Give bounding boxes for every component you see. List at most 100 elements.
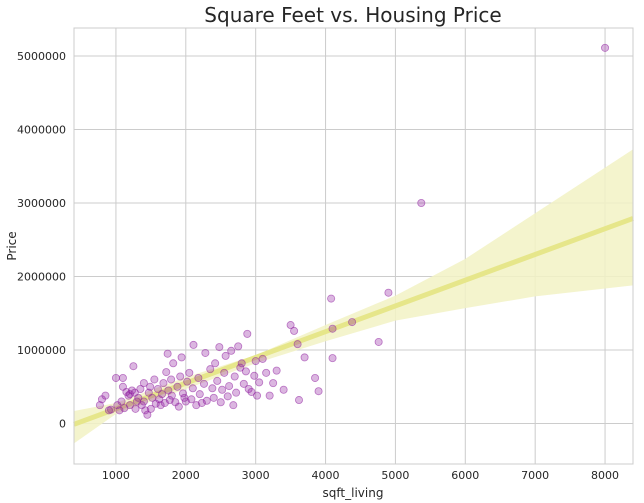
data-point [348, 318, 357, 327]
regression-line-layer [73, 216, 634, 427]
data-point [265, 391, 274, 400]
data-point [101, 391, 110, 400]
data-point [234, 342, 243, 351]
x-tick-label: 7000 [521, 469, 549, 482]
data-point [247, 387, 256, 396]
x-axis-ticks: 1000 2000 3000 4000 5000 6000 7000 8000 [102, 469, 619, 482]
data-point [209, 393, 218, 402]
data-point [146, 382, 155, 391]
y-tick-label: 0 [59, 418, 66, 431]
x-tick-label: 5000 [381, 469, 409, 482]
data-point [195, 390, 204, 399]
data-point [272, 366, 281, 375]
data-point [185, 368, 194, 377]
y-tick-label: 5000000 [17, 50, 66, 63]
data-point [225, 382, 234, 391]
y-tick-label: 1000000 [17, 344, 66, 357]
data-point [250, 371, 259, 380]
data-point [262, 368, 271, 377]
data-point [374, 337, 383, 346]
data-point [115, 406, 124, 415]
data-point [129, 362, 138, 371]
y-axis-label: Price [5, 231, 19, 260]
data-point [230, 372, 239, 381]
data-point [173, 382, 182, 391]
regression-line [73, 216, 634, 427]
data-point [241, 367, 250, 376]
data-point [107, 405, 116, 414]
data-point [220, 368, 229, 377]
data-point [286, 321, 295, 330]
data-point [167, 391, 176, 400]
data-point [211, 359, 220, 368]
data-point [188, 384, 197, 393]
data-point [218, 385, 227, 394]
data-point [237, 359, 246, 368]
y-tick-label: 2000000 [17, 271, 66, 284]
data-point [201, 348, 210, 357]
data-point [139, 379, 148, 388]
data-point [179, 389, 188, 398]
x-tick-label: 1000 [102, 469, 130, 482]
data-point [163, 349, 172, 358]
y-tick-label: 3000000 [17, 197, 66, 210]
data-point [279, 385, 288, 394]
data-point [187, 395, 196, 404]
data-point [258, 354, 267, 363]
data-point [239, 379, 248, 388]
data-point [131, 404, 140, 413]
data-point [221, 351, 230, 360]
data-point [176, 372, 185, 381]
y-axis-ticks: 0 1000000 2000000 3000000 4000000 5000000 [17, 50, 66, 431]
data-point [177, 353, 186, 362]
data-point [146, 404, 155, 413]
data-point [290, 326, 299, 335]
data-point [206, 365, 215, 374]
x-tick-label: 4000 [312, 469, 340, 482]
data-point [167, 375, 176, 384]
data-point [150, 375, 159, 384]
data-point [169, 359, 178, 368]
data-point [134, 393, 143, 402]
data-point [232, 388, 241, 397]
data-point [251, 357, 260, 366]
data-point [601, 43, 610, 52]
data-point [314, 387, 323, 396]
data-point [194, 373, 203, 382]
data-point [95, 401, 104, 410]
chart-title: Square Feet vs. Housing Price [204, 3, 501, 27]
data-point [159, 379, 168, 388]
data-point [143, 410, 152, 419]
data-point [174, 402, 183, 411]
data-point [215, 343, 224, 352]
x-tick-label: 2000 [172, 469, 200, 482]
x-tick-label: 6000 [451, 469, 479, 482]
y-tick-label: 4000000 [17, 123, 66, 136]
data-point [311, 373, 320, 382]
data-point [243, 329, 252, 338]
data-point [162, 368, 171, 377]
data-points [95, 43, 610, 419]
data-point [328, 354, 337, 363]
data-point [125, 401, 134, 410]
data-point [213, 376, 222, 385]
x-tick-label: 8000 [591, 469, 619, 482]
data-point [223, 392, 232, 401]
data-point [244, 385, 253, 394]
data-point [156, 401, 165, 410]
data-point [294, 396, 303, 405]
data-point [300, 353, 309, 362]
data-point [139, 397, 148, 406]
data-point [158, 390, 167, 399]
data-point [216, 398, 225, 407]
data-point [328, 324, 337, 333]
data-point [229, 401, 238, 410]
data-point [327, 294, 336, 303]
x-tick-label: 3000 [242, 469, 270, 482]
data-point [153, 385, 162, 394]
data-point [227, 346, 236, 355]
data-point [269, 379, 278, 388]
x-axis-label: sqft_living [323, 486, 384, 500]
